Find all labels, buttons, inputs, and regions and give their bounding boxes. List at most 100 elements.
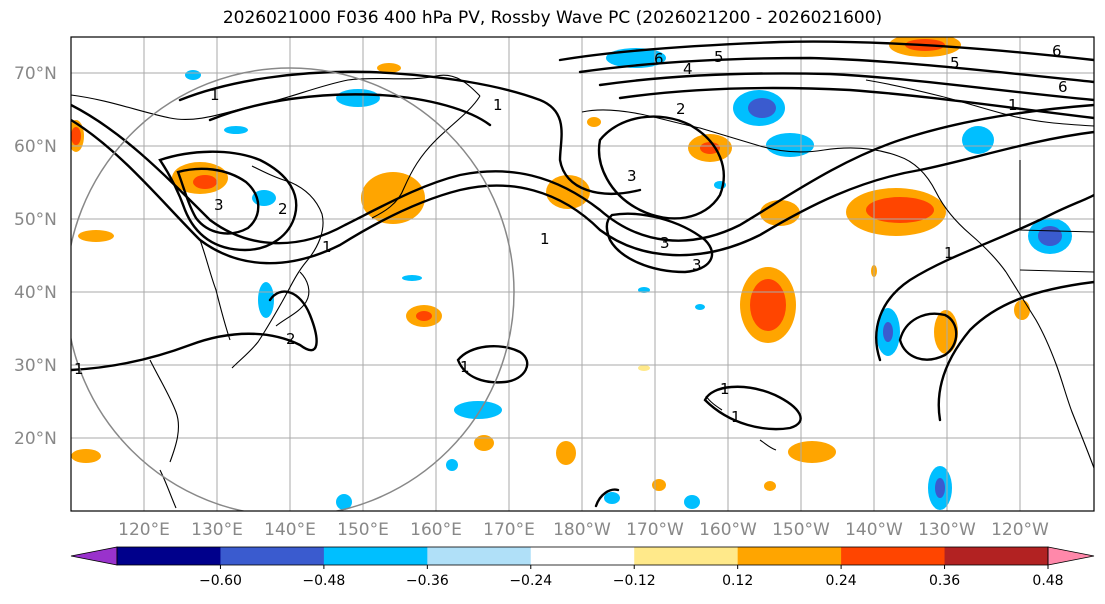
contour-label: 1 [720, 380, 730, 398]
contour-label: 6 [1052, 42, 1062, 60]
neg-anomaly [883, 322, 893, 342]
neg-anomaly [454, 401, 502, 419]
neg-anomaly [935, 478, 945, 498]
contour-label: 1 [540, 230, 550, 248]
neg-anomaly [748, 98, 776, 118]
contour-label: 2 [286, 330, 296, 348]
contour-label: 2 [278, 200, 288, 218]
colorbar-segment [117, 547, 221, 565]
longitude-labels: 120°E 130°E 140°E 150°E 160°E 170°E 180°… [118, 520, 1049, 540]
pos-anomaly [788, 441, 836, 463]
colorbar-tick-label: 0.48 [1032, 573, 1063, 589]
lon-label: 120°W [991, 520, 1049, 540]
contour-label: 6 [1058, 78, 1068, 96]
colorbar-extend-high [1047, 546, 1095, 566]
neg-anomaly [684, 495, 700, 509]
contour-label: 1 [1008, 96, 1018, 114]
colorbar-tick-label: 0.12 [722, 573, 753, 589]
neg-anomaly [604, 492, 620, 504]
pos-anomaly [193, 175, 217, 189]
contour-label: 1 [944, 244, 954, 262]
colorbar-frame [116, 546, 1049, 566]
colorbar-ticks: −0.60 −0.48 −0.36 −0.24 −0.12 0.12 0.24 0.36 0.4… [199, 565, 1064, 589]
lon-label: 130°W [918, 520, 976, 540]
contour-label: 5 [714, 48, 724, 66]
colorbar [70, 546, 1095, 566]
neg-anomaly [258, 282, 274, 318]
pos-anomaly [474, 435, 494, 451]
pos-anomaly [377, 63, 401, 73]
lon-label: 150°W [772, 520, 830, 540]
lon-label: 140°W [845, 520, 903, 540]
lon-label: 140°E [264, 520, 316, 540]
pos-anomaly [416, 311, 432, 321]
neg-anomaly [962, 126, 994, 154]
contour-label: 1 [493, 96, 503, 114]
pos-anomaly [764, 481, 776, 491]
pos-anomaly [71, 449, 101, 463]
map-title: 2026021000 F036 400 hPa PV, Rossby Wave … [222, 8, 883, 28]
lat-label: 20°N [14, 429, 57, 449]
lon-label: 170°E [483, 520, 535, 540]
pos-anomaly [361, 172, 425, 224]
neg-anomaly [1038, 226, 1062, 246]
contour-label: 3 [214, 196, 224, 214]
pos-anomaly [750, 279, 786, 331]
colorbar-tick-label: −0.24 [509, 573, 552, 589]
colorbar-segment [944, 547, 1049, 565]
colorbar-tick-label: 0.36 [929, 573, 960, 589]
colorbar-tick-label: −0.60 [199, 573, 242, 589]
colorbar-segment [737, 547, 842, 565]
contour-label: 3 [660, 234, 670, 252]
pos-anomaly [652, 479, 666, 491]
pos-anomaly [1014, 300, 1030, 320]
lon-label: 170°W [626, 520, 684, 540]
colorbar-segment [841, 547, 946, 565]
contour-label: 1 [210, 86, 220, 104]
pos-anomaly [866, 197, 934, 223]
lat-label: 50°N [14, 210, 57, 230]
colorbar-tick-label: 0.24 [826, 573, 857, 589]
lat-label: 60°N [14, 137, 57, 157]
colorbar-tick-label: −0.12 [613, 573, 656, 589]
neg-anomaly [185, 70, 201, 80]
pos-anomaly [700, 142, 720, 154]
pos-anomaly [71, 127, 81, 145]
colorbar-segment [220, 547, 325, 565]
lon-label: 130°E [191, 520, 243, 540]
lon-label: 120°E [118, 520, 170, 540]
contour-label: 1 [322, 238, 332, 256]
lat-label: 40°N [14, 283, 57, 303]
contour-label: 1 [74, 360, 84, 378]
lon-label: 180°W [553, 520, 611, 540]
colorbar-extend-low [70, 546, 118, 566]
contour-label: 3 [692, 256, 702, 274]
colorbar-tick-label: −0.48 [302, 573, 345, 589]
latitude-labels: 70°N 60°N 50°N 40°N 30°N 20°N [14, 64, 57, 449]
colorbar-segment [427, 547, 532, 565]
contour-label: 6 [654, 50, 664, 68]
neg-anomaly [446, 459, 458, 471]
neg-anomaly [402, 275, 422, 281]
pos-anomaly [78, 230, 114, 242]
pos-anomaly [587, 117, 601, 127]
map-frame [70, 36, 1095, 512]
contour-label: 1 [731, 408, 741, 426]
neg-anomaly [766, 133, 814, 157]
rossby-wave-circle [71, 67, 515, 511]
colorbar-tick-label: −0.36 [406, 573, 449, 589]
lon-label: 160°W [699, 520, 757, 540]
lat-label: 30°N [14, 356, 57, 376]
lon-label: 150°E [337, 520, 389, 540]
lon-label: 160°E [410, 520, 462, 540]
pos-anomaly [556, 441, 576, 465]
contour-labels: 1 1 1 1 1 1 1 1 1 1 2 2 2 3 3 3 3 4 5 5 … [74, 42, 1068, 426]
contour-label: 5 [950, 54, 960, 72]
colorbar-segment [634, 547, 739, 565]
neg-anomaly [336, 89, 380, 107]
contour-label: 3 [627, 167, 637, 185]
pos-anomaly [638, 365, 650, 371]
contour-label: 2 [676, 100, 686, 118]
colorbar-segment [323, 547, 428, 565]
